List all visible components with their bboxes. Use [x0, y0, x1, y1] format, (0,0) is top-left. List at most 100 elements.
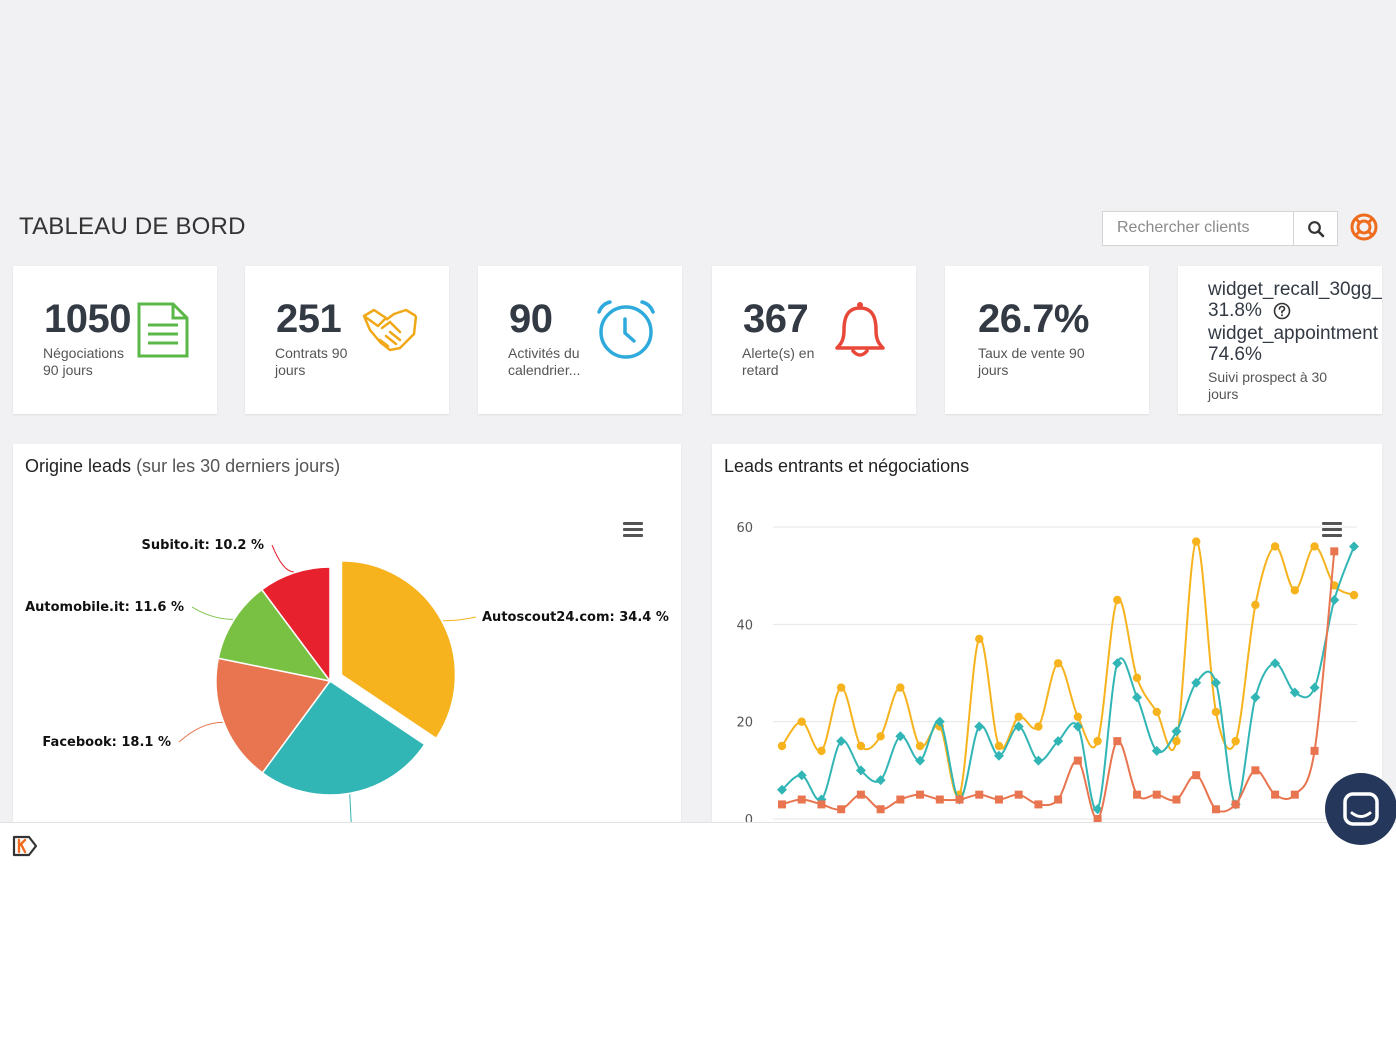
line-point[interactable] [975, 790, 984, 799]
line-point[interactable] [778, 800, 786, 809]
line-point[interactable] [1113, 737, 1122, 746]
line-point[interactable] [876, 732, 885, 741]
chart-menu-icon[interactable] [623, 522, 643, 538]
chart-menu-icon[interactable] [1322, 522, 1342, 538]
line-point[interactable] [1231, 736, 1240, 746]
question-circle-icon[interactable] [1273, 302, 1291, 320]
line-point[interactable] [993, 750, 1004, 761]
line-point[interactable] [1072, 721, 1083, 732]
line-point[interactable] [1349, 590, 1359, 600]
line-point[interactable] [1152, 707, 1161, 717]
line-point[interactable] [1152, 790, 1161, 799]
kpi-card-contracts[interactable]: 251 Contrats 90 jours [245, 266, 449, 414]
line-point[interactable] [935, 795, 944, 804]
line-point[interactable] [1349, 541, 1359, 552]
line-point[interactable] [1053, 736, 1064, 747]
line-point[interactable] [1034, 722, 1043, 731]
line-point[interactable] [896, 795, 905, 804]
line-point[interactable] [1132, 673, 1142, 683]
line-point[interactable] [797, 795, 806, 804]
pie-slice[interactable] [217, 588, 332, 683]
line-point[interactable] [856, 790, 865, 799]
line-point[interactable] [836, 736, 847, 747]
line-point[interactable] [1329, 595, 1340, 605]
line-point[interactable] [975, 634, 984, 644]
line-point[interactable] [994, 795, 1003, 804]
line-point[interactable] [875, 775, 886, 786]
kpi-card-activities[interactable]: 90 Activités du calendrier... [478, 266, 682, 414]
line-point[interactable] [915, 755, 926, 766]
line-point[interactable] [777, 741, 787, 751]
line-point[interactable] [1171, 726, 1182, 737]
line-point[interactable] [955, 795, 964, 804]
line-point[interactable] [1132, 692, 1143, 703]
line-point[interactable] [934, 716, 945, 727]
kpi-card-follow-up[interactable]: widget_recall_30gg_a 31.8% widget_appoin… [1178, 266, 1382, 414]
line-point[interactable] [1172, 736, 1181, 746]
line-point[interactable] [1133, 790, 1142, 799]
pie-slice[interactable] [260, 566, 331, 684]
line-point[interactable] [1033, 755, 1044, 766]
line-point[interactable] [1093, 815, 1102, 823]
line-point[interactable] [856, 741, 866, 751]
line-point[interactable] [1034, 800, 1043, 809]
line-point[interactable] [1251, 766, 1260, 775]
line-point[interactable] [1211, 805, 1220, 814]
line-point[interactable] [1073, 756, 1082, 765]
line-point[interactable] [1113, 595, 1122, 605]
kpi-card-sales-rate[interactable]: 26.7% Taux de vente 90 jours [945, 266, 1149, 414]
line-point[interactable] [1290, 586, 1300, 595]
line-point[interactable] [777, 784, 787, 795]
line-point[interactable] [1251, 600, 1260, 610]
line-point[interactable] [916, 790, 925, 799]
line-point[interactable] [1210, 677, 1221, 688]
search-input[interactable]: Rechercher clients [1102, 211, 1294, 246]
kpi-card-alerts[interactable]: 367 Alerte(s) en retard [712, 266, 916, 414]
line-point[interactable] [855, 765, 866, 776]
line-point[interactable] [1054, 795, 1063, 804]
line-point[interactable] [1192, 537, 1201, 546]
line-point[interactable] [1014, 790, 1023, 799]
search-button[interactable] [1294, 211, 1338, 246]
line-point[interactable] [1112, 658, 1123, 669]
line-point[interactable] [836, 683, 846, 692]
line-point[interactable] [1191, 677, 1202, 688]
line-point[interactable] [974, 721, 985, 732]
line-point[interactable] [876, 805, 885, 814]
line-point[interactable] [896, 683, 905, 692]
line-point[interactable] [817, 800, 826, 809]
line-point[interactable] [1270, 542, 1280, 551]
line-point[interactable] [837, 805, 846, 814]
line-point[interactable] [1014, 712, 1023, 721]
pie-slice[interactable] [340, 560, 457, 740]
chat-launcher-button[interactable] [1325, 773, 1396, 845]
line-point[interactable] [1270, 658, 1281, 669]
kpi-card-negotiations[interactable]: 1050 Négociations 90 jours [13, 266, 217, 414]
line-point[interactable] [895, 731, 906, 742]
lifebuoy-help-icon[interactable] [1349, 212, 1379, 242]
line-point[interactable] [817, 746, 826, 756]
line-point[interactable] [1231, 800, 1240, 809]
line-point[interactable] [797, 717, 806, 726]
pie-slice[interactable] [261, 679, 426, 796]
line-point[interactable] [994, 741, 1004, 751]
line-point[interactable] [1289, 687, 1300, 698]
line-point[interactable] [1151, 745, 1162, 756]
line-point[interactable] [1290, 790, 1299, 799]
line-point[interactable] [1310, 542, 1319, 551]
line-point[interactable] [1093, 736, 1102, 746]
line-point[interactable] [1330, 547, 1339, 556]
line-point[interactable] [1073, 712, 1083, 721]
pie-slice[interactable] [215, 657, 332, 774]
line-point[interactable] [1053, 659, 1063, 668]
line-point[interactable] [1309, 682, 1320, 693]
line-point[interactable] [915, 741, 925, 751]
line-point[interactable] [1250, 692, 1261, 703]
line-point[interactable] [1192, 771, 1201, 780]
line-point[interactable] [1310, 746, 1319, 755]
line-point[interactable] [1211, 707, 1221, 717]
line-point[interactable] [796, 770, 807, 781]
line-point[interactable] [1271, 790, 1280, 799]
line-point[interactable] [1172, 795, 1181, 804]
line-point[interactable] [1013, 721, 1024, 732]
